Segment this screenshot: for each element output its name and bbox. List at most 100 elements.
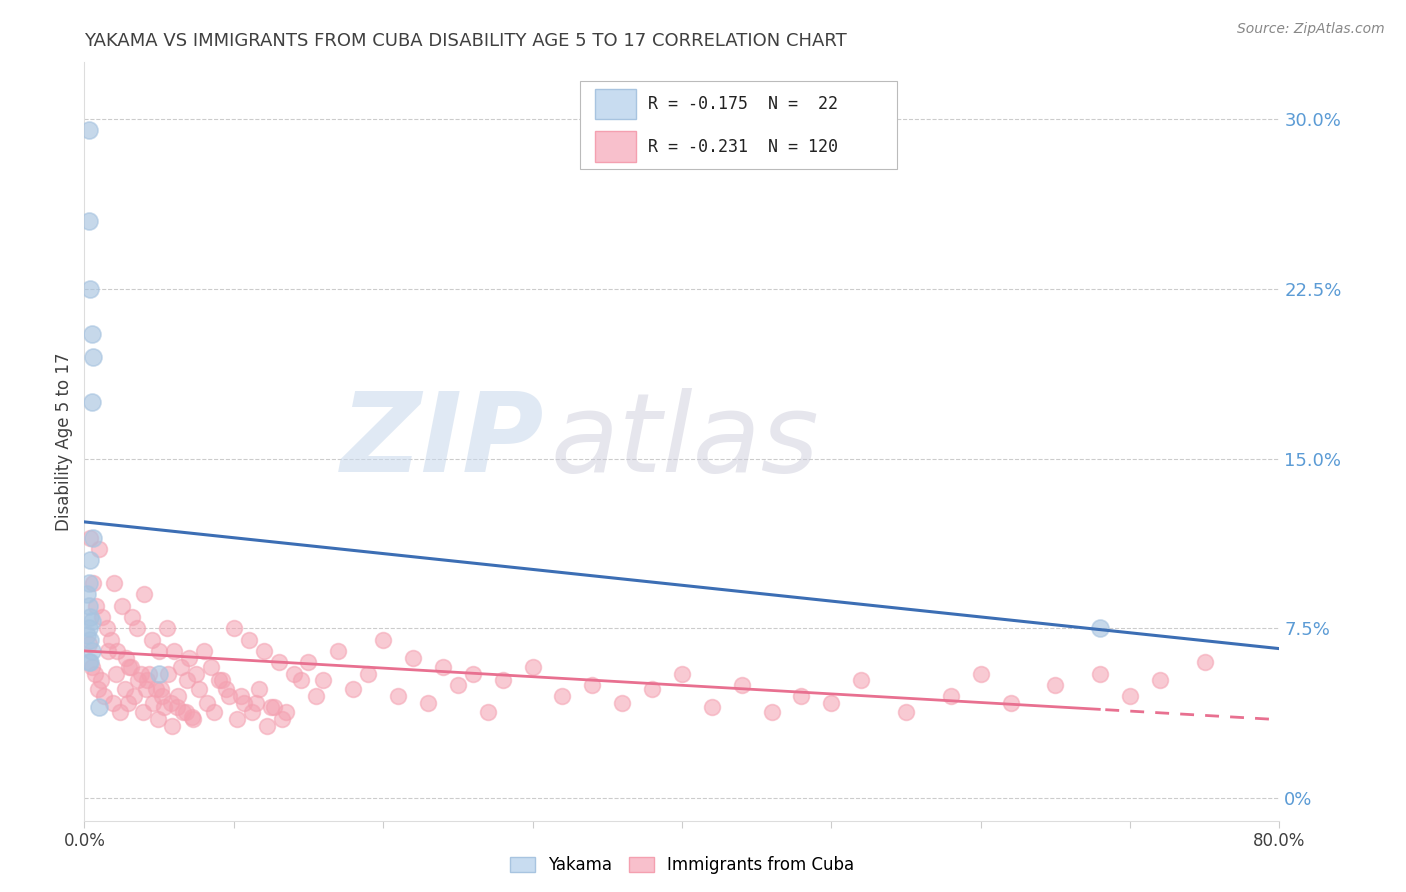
Point (82, 350, 104, 364)
Point (700, 700, 723, 714)
Point (157, 666, 180, 681)
Text: ZIP: ZIP (342, 388, 544, 495)
Point (193, 644, 215, 658)
Point (170, 659, 193, 673)
Point (80, 395, 103, 409)
Point (89, 542, 111, 557)
Point (167, 689, 190, 703)
Point (461, 666, 484, 681)
Point (256, 718, 278, 732)
Point (1119, 689, 1142, 703)
Point (551, 689, 574, 703)
Point (245, 696, 267, 710)
Point (148, 666, 170, 681)
Point (253, 644, 276, 658)
Point (87, 682, 110, 697)
Point (118, 659, 141, 673)
Point (274, 705, 297, 719)
Point (105, 644, 128, 658)
Point (79, 632, 101, 647)
Point (183, 712, 205, 726)
Point (129, 666, 152, 681)
Point (80, 326, 103, 341)
Point (1194, 655, 1216, 669)
Point (163, 644, 186, 658)
Point (122, 689, 145, 703)
Point (93, 689, 115, 703)
Point (80, 659, 103, 673)
Point (402, 650, 425, 665)
Point (231, 689, 253, 703)
Point (86, 599, 108, 613)
Point (80, 615, 103, 629)
Point (145, 682, 167, 697)
Point (77, 621, 100, 635)
Point (83, 666, 105, 681)
Text: Source: ZipAtlas.com: Source: ZipAtlas.com (1237, 22, 1385, 37)
Point (79, 655, 101, 669)
Point (522, 659, 544, 673)
Point (305, 689, 328, 703)
Point (120, 659, 142, 673)
Point (225, 712, 247, 726)
Text: R = -0.231  N = 120: R = -0.231 N = 120 (648, 137, 838, 155)
Point (76, 628, 98, 642)
Point (146, 712, 169, 726)
Point (136, 673, 159, 688)
Point (1090, 621, 1112, 635)
Point (177, 650, 200, 665)
Point (820, 696, 842, 710)
Point (195, 696, 218, 710)
Point (208, 673, 231, 688)
Point (238, 632, 260, 647)
Point (240, 705, 263, 719)
Point (612, 696, 634, 710)
Point (851, 673, 873, 688)
Point (174, 705, 197, 719)
Point (222, 621, 245, 635)
Point (125, 621, 148, 635)
Y-axis label: Disability Age 5 to 17: Disability Age 5 to 17 (55, 352, 73, 531)
Point (200, 659, 222, 673)
Point (387, 689, 409, 703)
Point (233, 696, 256, 710)
Point (110, 705, 132, 719)
Point (373, 632, 395, 647)
Point (162, 718, 184, 732)
Point (100, 632, 122, 647)
Point (150, 689, 173, 703)
Point (101, 696, 124, 710)
Point (155, 621, 177, 635)
Point (152, 700, 174, 714)
Point (270, 712, 292, 726)
Point (117, 696, 139, 710)
Point (142, 696, 165, 710)
Point (114, 682, 136, 697)
Point (290, 673, 312, 688)
Point (477, 705, 499, 719)
Point (127, 673, 149, 688)
Text: atlas: atlas (551, 388, 820, 495)
Point (181, 709, 204, 723)
Point (357, 666, 380, 681)
Point (148, 644, 170, 658)
Point (641, 682, 664, 697)
Text: R = -0.175  N =  22: R = -0.175 N = 22 (648, 95, 838, 113)
Point (135, 682, 157, 697)
Point (283, 666, 305, 681)
Point (79, 282, 101, 296)
Point (1149, 673, 1171, 688)
Point (328, 644, 350, 658)
Point (96, 621, 118, 635)
Point (1090, 666, 1112, 681)
Point (149, 682, 172, 697)
Text: YAKAMA VS IMMIGRANTS FROM CUBA DISABILITY AGE 5 TO 17 CORRELATION CHART: YAKAMA VS IMMIGRANTS FROM CUBA DISABILIT… (84, 32, 846, 50)
Point (89, 700, 111, 714)
Point (492, 673, 515, 688)
Point (166, 700, 188, 714)
Point (581, 678, 603, 692)
Point (77, 637, 100, 651)
Point (103, 576, 125, 591)
Point (761, 705, 783, 719)
Point (432, 659, 454, 673)
